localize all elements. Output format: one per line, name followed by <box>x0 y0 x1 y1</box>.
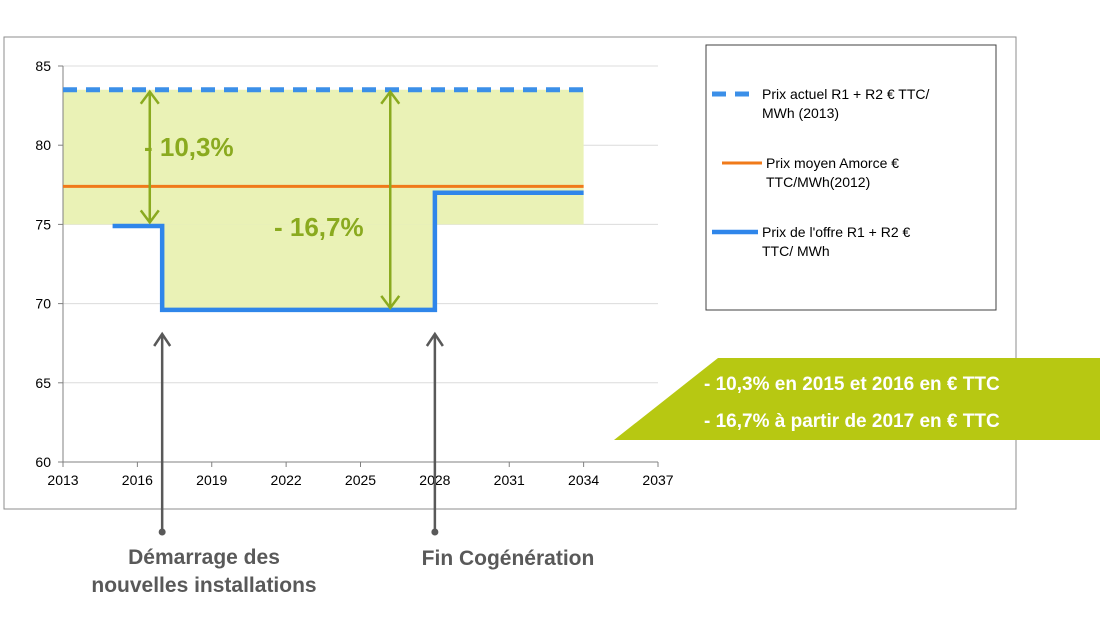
annotation-arrowhead-top-1 <box>139 89 160 105</box>
legend-label-3-1: Prix de l'offre R1 + R2 € <box>762 224 911 240</box>
y-tick-label-85: 85 <box>35 58 51 74</box>
banner-line-2: - 16,7% à partir de 2017 en € TTC <box>704 411 1000 432</box>
callout-start-line-2: nouvelles installations <box>91 574 316 597</box>
annotation-label-1: - 10,3% <box>144 132 234 162</box>
x-tick-label-2016: 2016 <box>122 472 153 488</box>
legend-label-2-2: TTC/MWh(2012) <box>766 174 870 190</box>
legend-label-1-1: Prix actuel R1 + R2 € TTC/ <box>762 86 930 102</box>
x-tick-label-2013: 2013 <box>47 472 78 488</box>
plot-area: 6065707580852013201620192022202520282031… <box>35 58 673 488</box>
legend-label-2-1: Prix moyen Amorce € <box>766 155 899 171</box>
x-tick-label-2019: 2019 <box>196 472 227 488</box>
shaded-band <box>63 89 584 225</box>
callout-dot-1 <box>158 528 166 536</box>
annotation-arrowhead-top-2 <box>380 89 401 105</box>
annotation-arrowhead-bottom-2 <box>380 295 401 311</box>
y-tick-label-60: 60 <box>35 454 51 470</box>
x-tick-label-2025: 2025 <box>345 472 376 488</box>
callout-arrowhead-1 <box>153 331 172 347</box>
annotation-label-2: - 16,7% <box>274 212 364 242</box>
callouts <box>153 331 444 536</box>
callout-arrowhead-2 <box>425 331 444 347</box>
legend: Prix actuel R1 + R2 € TTC/MWh (2013) Prix… <box>712 86 930 259</box>
x-tick-label-2037: 2037 <box>642 472 673 488</box>
legend-label-1-2: MWh (2013) <box>762 105 839 121</box>
callout-start-line-1: Démarrage des <box>128 546 280 569</box>
callout-end-line-1: Fin Cogénération <box>422 547 595 570</box>
callout-dot-2 <box>431 528 439 536</box>
series-line-3 <box>112 190 584 313</box>
y-tick-label-75: 75 <box>35 216 51 232</box>
summary-banner <box>614 358 1100 440</box>
legend-label-3-2: TTC/ MWh <box>762 243 830 259</box>
x-tick-label-2022: 2022 <box>271 472 302 488</box>
x-tick-label-2031: 2031 <box>494 472 525 488</box>
y-tick-label-65: 65 <box>35 375 51 391</box>
banner-line-1: - 10,3% en 2015 et 2016 en € TTC <box>704 374 1000 395</box>
y-tick-label-80: 80 <box>35 137 51 153</box>
annotation-arrowhead-bottom-1 <box>139 209 160 225</box>
legend-box <box>705 44 997 311</box>
y-tick-label-70: 70 <box>35 296 51 312</box>
x-tick-label-2034: 2034 <box>568 472 599 488</box>
